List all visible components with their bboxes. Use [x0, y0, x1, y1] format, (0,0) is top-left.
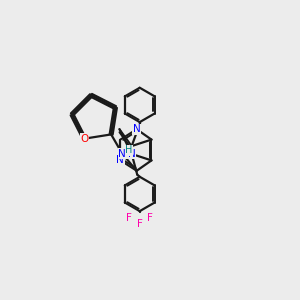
- Text: N: N: [133, 124, 140, 134]
- Text: F: F: [147, 213, 153, 223]
- Text: F: F: [137, 219, 142, 229]
- Text: F: F: [126, 213, 132, 223]
- Text: O: O: [80, 134, 88, 144]
- Text: N: N: [118, 149, 126, 159]
- Text: H: H: [125, 145, 133, 155]
- Text: N: N: [116, 155, 124, 165]
- Text: N: N: [128, 149, 136, 159]
